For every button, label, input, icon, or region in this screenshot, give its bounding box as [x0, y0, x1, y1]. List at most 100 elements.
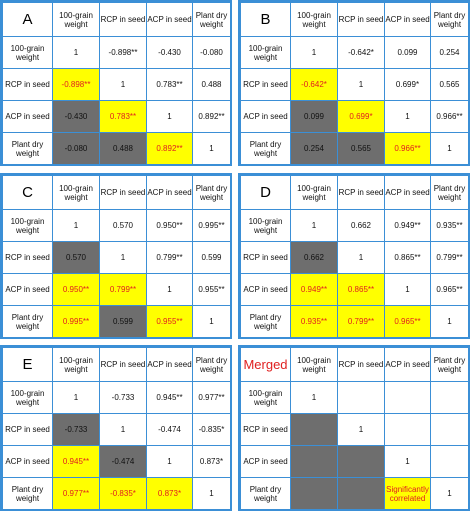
correlation-cell: 0.599	[192, 241, 231, 274]
column-header: Plant dry weight	[192, 2, 231, 37]
column-header: ACP in seed	[384, 175, 431, 210]
panel-b: B 100-grain weight RCP in seed ACP in seed P…	[238, 0, 470, 166]
table-row: 100-grain weight 1 -0.898** -0.430 -0.080	[2, 36, 231, 69]
correlation-table: C 100-grain weight RCP in seed ACP in seed P…	[2, 175, 231, 338]
correlation-cell	[337, 381, 385, 414]
table-row: RCP in seed 1	[240, 413, 469, 446]
correlation-cell: 1	[146, 273, 193, 306]
column-header: 100-grain weight	[290, 347, 338, 382]
row-header: RCP in seed	[2, 241, 53, 274]
table-row: Plant dry weight 0.254 0.565 0.966** 1	[240, 132, 469, 165]
table-row: RCP in seed 0.662 1 0.865** 0.799**	[240, 241, 469, 274]
correlation-cell: 0.945**	[146, 381, 193, 414]
table-row: RCP in seed 0.570 1 0.799** 0.599	[2, 241, 231, 274]
row-header: 100-grain weight	[2, 36, 53, 69]
correlation-cell: -0.733	[52, 413, 100, 446]
table-row: RCP in seed -0.898** 1 0.783** 0.488	[2, 68, 231, 101]
correlation-cell: 0.488	[99, 132, 147, 165]
column-header: Plant dry weight	[192, 347, 231, 382]
correlation-cell: 1	[52, 209, 100, 242]
correlation-cell: 0.099	[384, 36, 431, 69]
column-header: RCP in seed	[337, 347, 385, 382]
correlation-cell: 1	[99, 68, 147, 101]
correlation-cell: 0.565	[430, 68, 469, 101]
correlation-cell	[337, 445, 385, 478]
correlation-cell: 0.955**	[146, 305, 193, 338]
correlation-cell: 0.799**	[430, 241, 469, 274]
correlation-cell: 1	[337, 68, 385, 101]
correlation-cell: 0.935**	[290, 305, 338, 338]
panel-label: C	[2, 175, 53, 210]
correlation-table: E 100-grain weight RCP in seed ACP in seed P…	[2, 347, 231, 510]
correlation-cell: -0.430	[52, 100, 100, 133]
row-header: Plant dry weight	[240, 305, 291, 338]
correlation-table: Merged 100-grain weight RCP in seed ACP in …	[240, 347, 469, 510]
correlation-cell: 1	[337, 413, 385, 446]
table-row: ACP in seed 1	[240, 445, 469, 478]
correlation-table: A 100-grain weight RCP in seed ACP in seed P…	[2, 2, 231, 165]
correlation-cell: 0.950**	[52, 273, 100, 306]
correlation-cell: 0.488	[192, 68, 231, 101]
panel-label: Merged	[240, 347, 291, 382]
correlation-cell: 1	[146, 100, 193, 133]
column-header: 100-grain weight	[52, 347, 100, 382]
correlation-cell: 0.254	[290, 132, 338, 165]
correlation-cell	[337, 477, 385, 510]
row-header: ACP in seed	[2, 445, 53, 478]
correlation-cell: 0.565	[337, 132, 385, 165]
column-header: Plant dry weight	[430, 347, 469, 382]
panel-label: A	[2, 2, 53, 37]
correlation-cell	[290, 477, 338, 510]
table-row: Plant dry weight 0.995** 0.599 0.955** 1	[2, 305, 231, 338]
correlation-cell: -0.642*	[337, 36, 385, 69]
table-row: 100-grain weight 1 -0.642* 0.099 0.254	[240, 36, 469, 69]
correlation-cell	[290, 445, 338, 478]
table-row: 100-grain weight 1	[240, 381, 469, 414]
row-header: Plant dry weight	[240, 132, 291, 165]
column-header: RCP in seed	[337, 175, 385, 210]
correlation-cell: 0.699*	[384, 68, 431, 101]
correlation-cell: 1	[192, 305, 231, 338]
correlation-cell: 1	[99, 241, 147, 274]
column-header: 100-grain weight	[52, 175, 100, 210]
column-header: Plant dry weight	[430, 175, 469, 210]
column-header: ACP in seed	[146, 2, 193, 37]
correlation-cell: 0.995**	[192, 209, 231, 242]
table-row: ACP in seed 0.949** 0.865** 1 0.965**	[240, 273, 469, 306]
row-header: RCP in seed	[2, 68, 53, 101]
column-header: RCP in seed	[99, 2, 147, 37]
correlation-cell: -0.898**	[99, 36, 147, 69]
table-row: Plant dry weight Significantly correlated…	[240, 477, 469, 510]
table-row: ACP in seed 0.945** -0.474 1 0.873*	[2, 445, 231, 478]
correlation-cell: 0.662	[290, 241, 338, 274]
row-header: Plant dry weight	[2, 477, 53, 510]
column-header: 100-grain weight	[290, 2, 338, 37]
correlation-cell: 1	[430, 477, 469, 510]
row-header: 100-grain weight	[240, 381, 291, 414]
column-header: ACP in seed	[384, 2, 431, 37]
correlation-cell: 1	[99, 413, 147, 446]
panel-label: D	[240, 175, 291, 210]
correlation-table: B 100-grain weight RCP in seed ACP in seed P…	[240, 2, 469, 165]
correlation-cell: 0.599	[99, 305, 147, 338]
table-row: Plant dry weight 0.977** -0.835* 0.873* 1	[2, 477, 231, 510]
table-row: 100-grain weight 1 0.570 0.950** 0.995**	[2, 209, 231, 242]
correlation-cell: 0.965**	[430, 273, 469, 306]
correlation-cell: -0.474	[99, 445, 147, 478]
correlation-cell: 0.977**	[52, 477, 100, 510]
correlation-cell: 0.254	[430, 36, 469, 69]
row-header: ACP in seed	[240, 273, 291, 306]
correlation-cell: -0.898**	[52, 68, 100, 101]
row-header: RCP in seed	[240, 413, 291, 446]
correlation-cell: 0.965**	[384, 305, 431, 338]
row-header: 100-grain weight	[2, 209, 53, 242]
correlation-cell: -0.080	[192, 36, 231, 69]
table-row: ACP in seed -0.430 0.783** 1 0.892**	[2, 100, 231, 133]
correlation-cell: 0.950**	[146, 209, 193, 242]
correlation-cell: 0.783**	[99, 100, 147, 133]
correlation-cell: 0.570	[99, 209, 147, 242]
table-row: RCP in seed -0.642* 1 0.699* 0.565	[240, 68, 469, 101]
header-row: E 100-grain weight RCP in seed ACP in seed P…	[2, 347, 231, 382]
panel-label: B	[240, 2, 291, 37]
correlation-cell: 1	[384, 100, 431, 133]
